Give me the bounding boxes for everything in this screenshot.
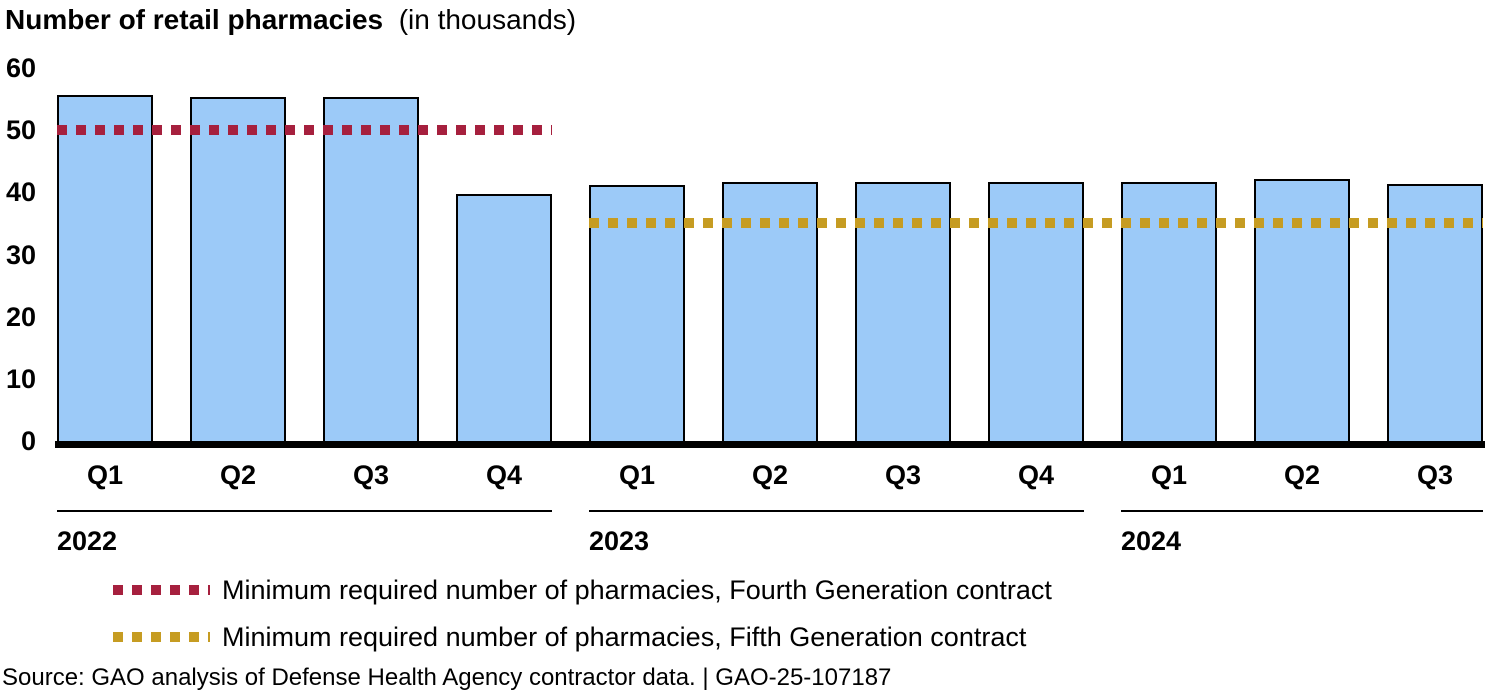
year-divider-line-2024: [1121, 510, 1483, 512]
legend-item-fourth-generation: Minimum required number of pharmacies, F…: [113, 576, 1052, 604]
x-tick-label-2023-q3: Q3: [884, 460, 922, 490]
legend-swatch-fourth-generation-dotted-line: [113, 585, 210, 595]
ref-line-fourth-generation-minimum: [57, 125, 552, 136]
x-tick-label-2022-q3: Q3: [352, 460, 390, 490]
x-tick-label-2023-q4: Q4: [1017, 460, 1055, 490]
legend-swatch-fifth-generation-dotted-line: [113, 632, 210, 642]
legend-label-fourth-generation: Minimum required number of pharmacies, F…: [222, 575, 1052, 605]
x-tick-label-2024-q3: Q3: [1416, 460, 1454, 490]
legend-item-fifth-generation: Minimum required number of pharmacies, F…: [113, 623, 1026, 651]
y-axis-tick-label: 20: [5, 301, 36, 332]
legend-label-fifth-generation: Minimum required number of pharmacies, F…: [222, 622, 1027, 652]
y-axis-tick-label: 60: [5, 53, 36, 83]
chart-title-main: Number of retail pharmacies: [5, 4, 384, 35]
year-label-2024: 2024: [1121, 526, 1182, 556]
source-note: Source: GAO analysis of Defense Health A…: [2, 664, 892, 691]
x-tick-label-2022-q2: Q2: [219, 460, 257, 490]
y-axis-tick-label: 40: [5, 177, 36, 208]
y-axis-tick-label: 10: [5, 363, 36, 394]
y-axis-tick-label: 0: [20, 426, 36, 456]
x-tick-label-2023-q1: Q1: [618, 460, 656, 490]
year-divider-line-2023: [589, 510, 1084, 512]
year-label-2022: 2022: [57, 526, 118, 556]
year-divider-line-2022: [57, 510, 552, 512]
ref-line-fifth-generation-minimum: [589, 218, 1483, 229]
bar-q1-0: [57, 95, 153, 444]
y-axis-tick-label: 30: [5, 239, 36, 270]
chart-title: Number of retail pharmacies (in thousand…: [5, 4, 576, 36]
bar-q3-2: [323, 97, 419, 444]
x-tick-label-2024-q2: Q2: [1283, 460, 1321, 490]
x-tick-label-2022-q1: Q1: [86, 460, 124, 490]
x-tick-label-2023-q2: Q2: [751, 460, 789, 490]
x-tick-label-2022-q4: Q4: [485, 460, 523, 490]
x-axis-line: [55, 441, 1485, 448]
chart-title-subtitle: (in thousands): [398, 4, 577, 35]
y-axis-tick-label: 50: [5, 115, 36, 146]
year-label-2023: 2023: [589, 526, 650, 556]
chart-title-units: [391, 4, 399, 35]
bar-q4-3: [456, 193, 552, 444]
x-tick-label-2024-q1: Q1: [1150, 460, 1188, 490]
bar-q2-1: [190, 96, 286, 444]
